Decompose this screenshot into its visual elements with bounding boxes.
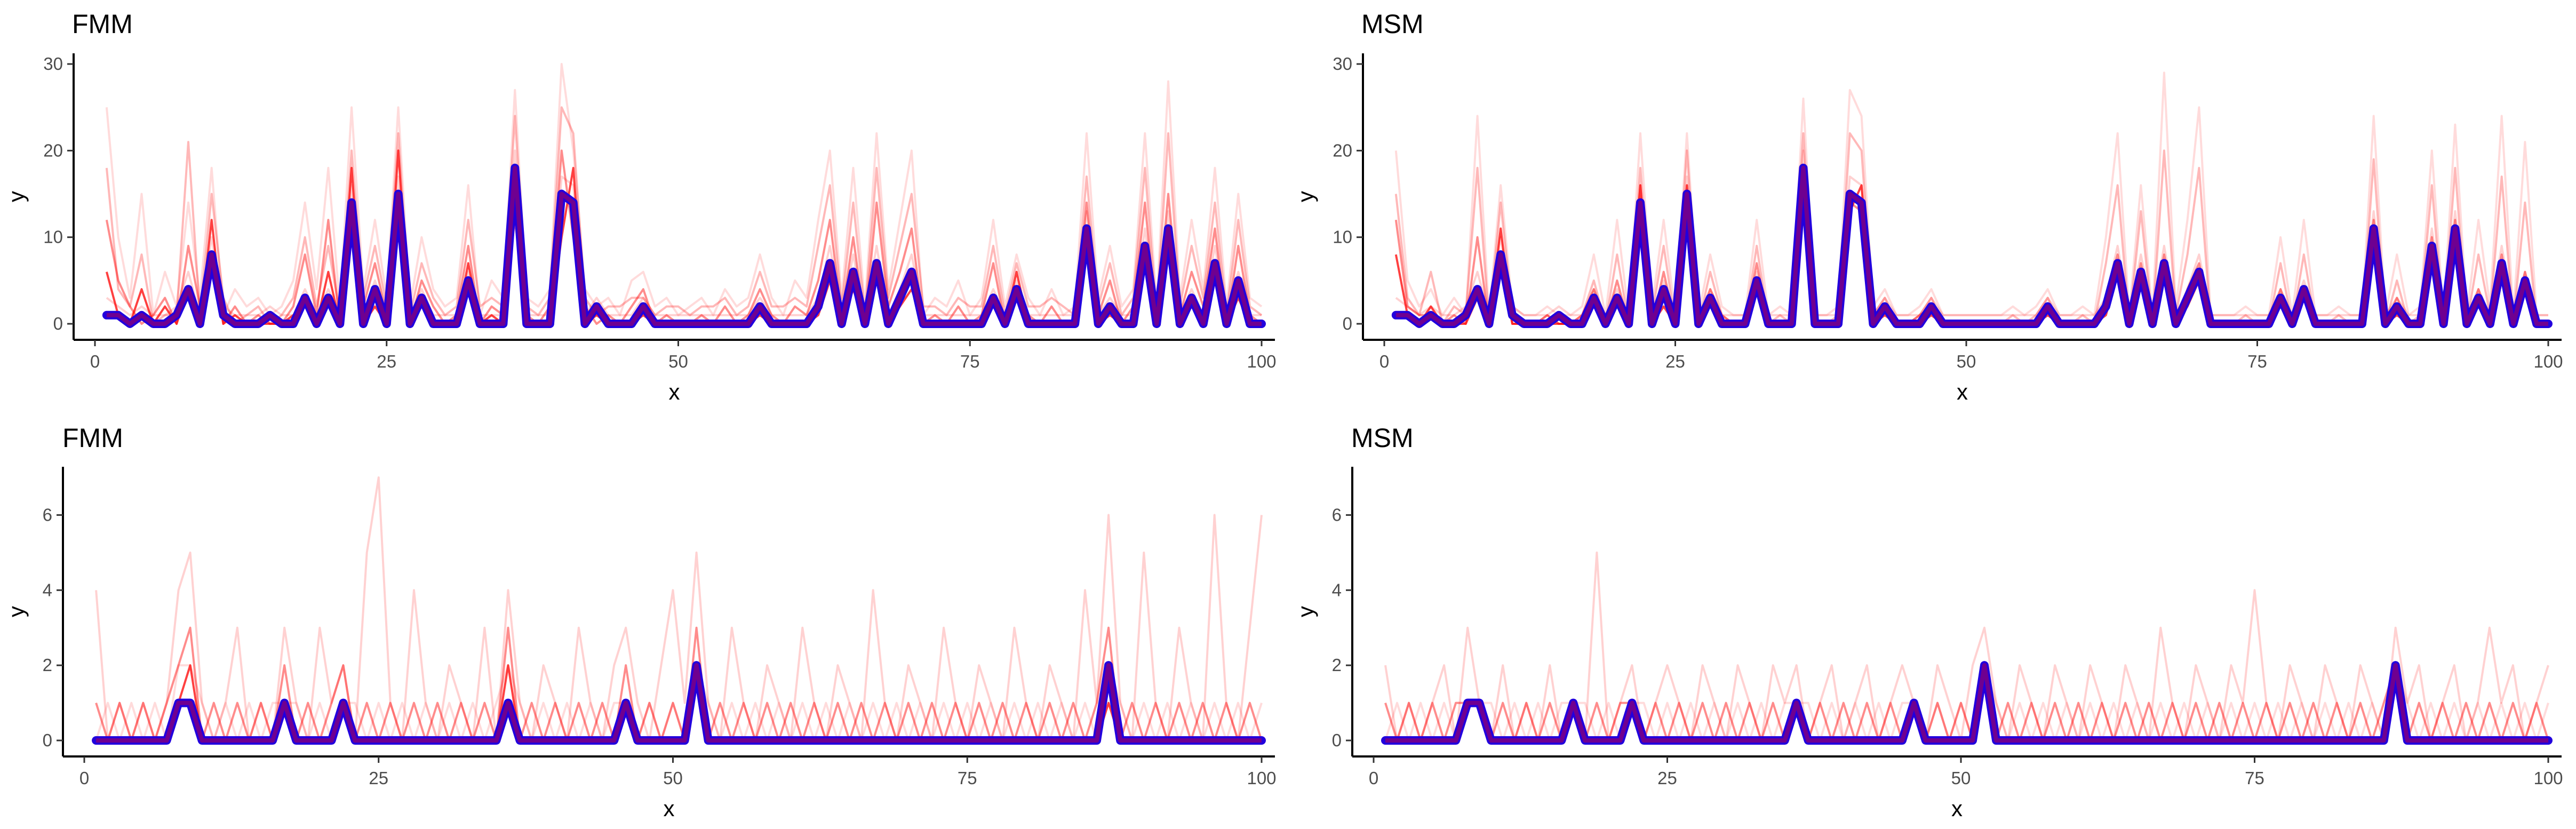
observed-series-line xyxy=(1391,163,2553,328)
y-tick-label: 4 xyxy=(1332,580,1342,600)
simulated-series-line xyxy=(1384,664,2549,742)
panel-title: FMM xyxy=(72,9,133,39)
y-tick-label: 10 xyxy=(1333,227,1352,247)
simulated-series-line xyxy=(96,664,1262,742)
y-tick-label: 30 xyxy=(43,54,63,74)
y-tick-label: 30 xyxy=(1333,54,1352,74)
y-axis-label: y xyxy=(1293,606,1318,617)
simulated-series-line xyxy=(1394,71,2548,316)
x-tick-label: 50 xyxy=(668,352,688,371)
simulated-series-line xyxy=(105,63,1263,316)
y-tick-label: 10 xyxy=(43,227,63,247)
x-tick-label: 0 xyxy=(79,768,89,788)
y-tick-label: 20 xyxy=(1333,140,1352,160)
x-tick-label: 25 xyxy=(1657,768,1677,788)
x-axis-label: x xyxy=(669,379,680,404)
x-axis-label: x xyxy=(1957,379,1968,404)
observed-overlay-line xyxy=(1385,663,2548,743)
x-tick-label: 50 xyxy=(1951,768,1971,788)
x-tick-label: 100 xyxy=(2533,352,2563,371)
x-tick-label: 0 xyxy=(90,352,100,371)
observed-overlay-line xyxy=(1395,165,2548,326)
panel-title: FMM xyxy=(62,423,123,453)
panel-2: MSM 0 10 20 30 0 25 50 75 100 x y xyxy=(1293,9,2563,404)
x-axis-label: x xyxy=(664,796,675,821)
x-tick-label: 100 xyxy=(1247,352,1276,371)
observed-series-line xyxy=(102,163,1266,328)
y-tick-label: 2 xyxy=(1332,655,1342,675)
x-axis-label: x xyxy=(1951,796,1963,821)
y-tick-label: 0 xyxy=(1332,730,1342,750)
y-axis-label: y xyxy=(4,606,29,617)
simulated-series-line xyxy=(95,626,1263,742)
observed-series-line xyxy=(92,661,1266,745)
x-tick-label: 25 xyxy=(377,352,396,371)
y-tick-label: 6 xyxy=(43,505,52,524)
simulated-series-line xyxy=(1384,551,2549,742)
y-tick-label: 0 xyxy=(43,730,52,750)
observed-overlay-line xyxy=(106,165,1262,326)
x-tick-label: 75 xyxy=(2245,768,2264,788)
y-tick-label: 4 xyxy=(43,580,52,600)
y-tick-label: 2 xyxy=(43,655,52,675)
panel-title: MSM xyxy=(1351,423,1414,453)
x-tick-label: 0 xyxy=(1369,768,1378,788)
x-tick-label: 0 xyxy=(1379,352,1389,371)
panel-3: FMM 0 2 4 6 0 25 50 75 100 x y xyxy=(4,423,1277,821)
x-tick-label: 75 xyxy=(960,352,980,371)
y-tick-label: 0 xyxy=(53,314,63,333)
x-tick-label: 25 xyxy=(369,768,388,788)
x-tick-label: 100 xyxy=(1247,768,1276,788)
y-tick-label: 20 xyxy=(43,140,63,160)
simulated-series-line xyxy=(95,664,1263,742)
y-tick-label: 6 xyxy=(1332,505,1342,524)
observed-series-line xyxy=(1381,661,2553,745)
panel-1: FMM 0 10 20 30 0 25 50 75 100 x y xyxy=(4,9,1277,404)
x-tick-label: 25 xyxy=(1665,352,1685,371)
observed-overlay-line xyxy=(96,663,1262,743)
simulated-series-line xyxy=(105,106,1263,325)
x-tick-label: 75 xyxy=(2247,352,2267,371)
x-tick-label: 50 xyxy=(663,768,683,788)
y-axis-label: y xyxy=(4,191,29,202)
panel-4: MSM 0 2 4 6 0 25 50 75 100 x y xyxy=(1293,423,2563,821)
x-tick-label: 75 xyxy=(958,768,977,788)
y-axis-label: y xyxy=(1293,191,1318,202)
x-tick-label: 50 xyxy=(1957,352,1976,371)
y-tick-label: 0 xyxy=(1343,314,1352,333)
simulated-series-line xyxy=(95,476,1263,742)
panel-title: MSM xyxy=(1361,9,1424,39)
x-tick-label: 100 xyxy=(2533,768,2563,788)
